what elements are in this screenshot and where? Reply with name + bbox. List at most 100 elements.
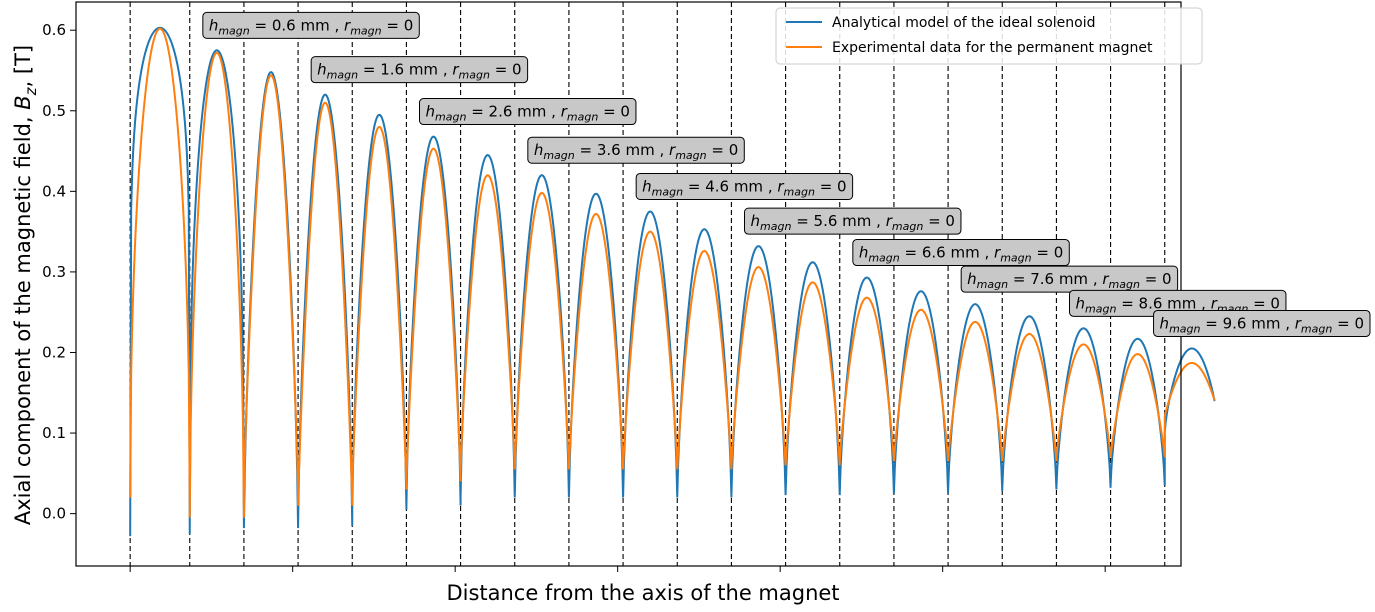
y-axis-label-symbol: B [11,95,35,109]
annotation-part: magn [218,24,249,37]
annotation-part: r [1295,314,1302,332]
annotation-part: = 1.6 mm , [358,61,452,79]
annotation-part: h [859,244,869,262]
annotation-part: = 0 [1248,294,1280,312]
annotation-part: h [967,270,977,288]
annotation-box [310,56,529,84]
annotation-part: magn [543,149,574,162]
annotation-part: magn [868,252,899,265]
annotation-part: r [1102,270,1109,288]
y-axis-label-main: Axial component of the magnetic field, [11,110,35,525]
annotation-part: h [426,103,436,121]
x-axis-label: Distance from the axis of the magnet [446,581,839,605]
annotation-part: magn [1085,302,1116,315]
annotation-4: hmagn = 4.6 mm , rmagn = 0 [635,172,854,200]
annotation-part: magn [1301,322,1332,335]
annotation-part: = 0 [1332,314,1364,332]
annotation-part: magn [675,149,706,162]
annotation-part: magn [760,220,791,233]
annotation-box [1153,309,1371,337]
annotation-part: r [994,244,1001,262]
y-tick-label: 0.4 [42,182,66,200]
annotation-part: magn [435,111,466,124]
annotation-5: hmagn = 5.6 mm , rmagn = 0 [744,207,962,235]
annotation-part: h [209,16,219,34]
annotation-label: hmagn = 8.6 mm , rmagn = 0 [1076,294,1280,315]
annotation-box [527,136,745,164]
annotation-part: magn [567,111,598,124]
legend-box [775,7,1203,65]
annotation-part: = 0 [815,177,847,195]
annotation-part: magn [1000,252,1031,265]
annotation-box [419,98,637,126]
annotation-part: h [642,177,652,195]
annotation-label: hmagn = 4.6 mm , rmagn = 0 [642,177,846,198]
annotation-6: hmagn = 6.6 mm , rmagn = 0 [852,239,1070,267]
annotation-part: magn [350,24,381,37]
annotation-7: hmagn = 7.6 mm , rmagn = 0 [960,265,1179,293]
y-tick-label: 0.6 [42,21,66,39]
annotation-label: hmagn = 1.6 mm , rmagn = 0 [317,61,521,82]
annotation-part: = 0 [598,103,630,121]
annotation-part: h [1160,314,1170,332]
annotation-part: = 6.6 mm , [900,244,994,262]
annotation-2: hmagn = 2.6 mm , rmagn = 0 [419,98,637,126]
annotation-part: = 8.6 mm , [1116,294,1210,312]
annotation-label: hmagn = 6.6 mm , rmagn = 0 [859,244,1063,265]
annotation-label: hmagn = 9.6 mm , rmagn = 0 [1160,314,1364,335]
annotation-part: magn [892,220,923,233]
annotation-3: hmagn = 3.6 mm , rmagn = 0 [527,136,745,164]
annotation-part: = 0 [1140,270,1172,288]
y-tick-label: 0.2 [42,343,66,361]
annotation-0: hmagn = 0.6 mm , rmagn = 0 [202,11,420,39]
annotation-label: hmagn = 7.6 mm , rmagn = 0 [967,270,1171,291]
annotation-part: = 0 [707,141,739,159]
annotation-part: h [1076,294,1086,312]
annotation-part: r [452,61,459,79]
legend-label-experimental: Experimental data for the permanent magn… [832,40,1153,56]
annotation-label: hmagn = 3.6 mm , rmagn = 0 [534,141,738,162]
y-axis-label-subscript: z [22,86,40,96]
annotation-part: magn [459,69,490,82]
annotation-8: hmagn = 8.6 mm , rmagn = 0 [1069,289,1287,317]
legend-label-analytical: Analytical model of the ideal solenoid [832,15,1096,31]
annotation-part: = 0 [1032,244,1064,262]
annotation-label: hmagn = 0.6 mm , rmagn = 0 [209,16,413,37]
y-tick-label: 0.5 [42,102,66,120]
annotation-part: r [886,212,893,230]
annotation-part: = 5.6 mm , [791,212,885,230]
annotation-part: = 4.6 mm , [683,177,777,195]
annotation-box [202,11,420,39]
annotation-part: = 7.6 mm , [1008,270,1102,288]
annotation-part: = 3.6 mm , [575,141,669,159]
annotation-part: h [534,141,544,159]
series-lines [129,26,1216,537]
annotation-part: r [1211,294,1218,312]
annotation-1: hmagn = 1.6 mm , rmagn = 0 [310,56,529,84]
y-axis-label-unit: , [T] [11,45,35,88]
annotation-part: r [561,103,568,121]
y-tick-label: 0.3 [42,263,66,281]
annotation-part: r [344,16,351,34]
y-tick-label: 0.1 [42,424,66,442]
annotation-part: magn [652,185,683,198]
y-axis: 0.0 0.1 0.2 0.3 0.4 0.5 0.6 [42,21,76,523]
annotation-box [744,207,962,235]
annotation-part: = 9.6 mm , [1200,314,1294,332]
plot-frame [75,1,1182,567]
legend: Analytical model of the ideal solenoid E… [775,7,1203,65]
annotation-label: hmagn = 5.6 mm , rmagn = 0 [751,212,955,233]
annotation-part: magn [977,278,1008,291]
annotation-box [852,239,1070,267]
annotation-box [635,172,854,200]
y-axis-label: Axial component of the magnetic field, B… [11,45,40,525]
annotation-part: r [777,177,784,195]
annotation-box [960,265,1179,293]
annotation-part: h [317,61,327,79]
annotation-part: magn [1109,278,1140,291]
annotation-part: = 0 [382,16,414,34]
x-axis [129,566,1106,572]
series-line-experimental [129,27,1216,518]
